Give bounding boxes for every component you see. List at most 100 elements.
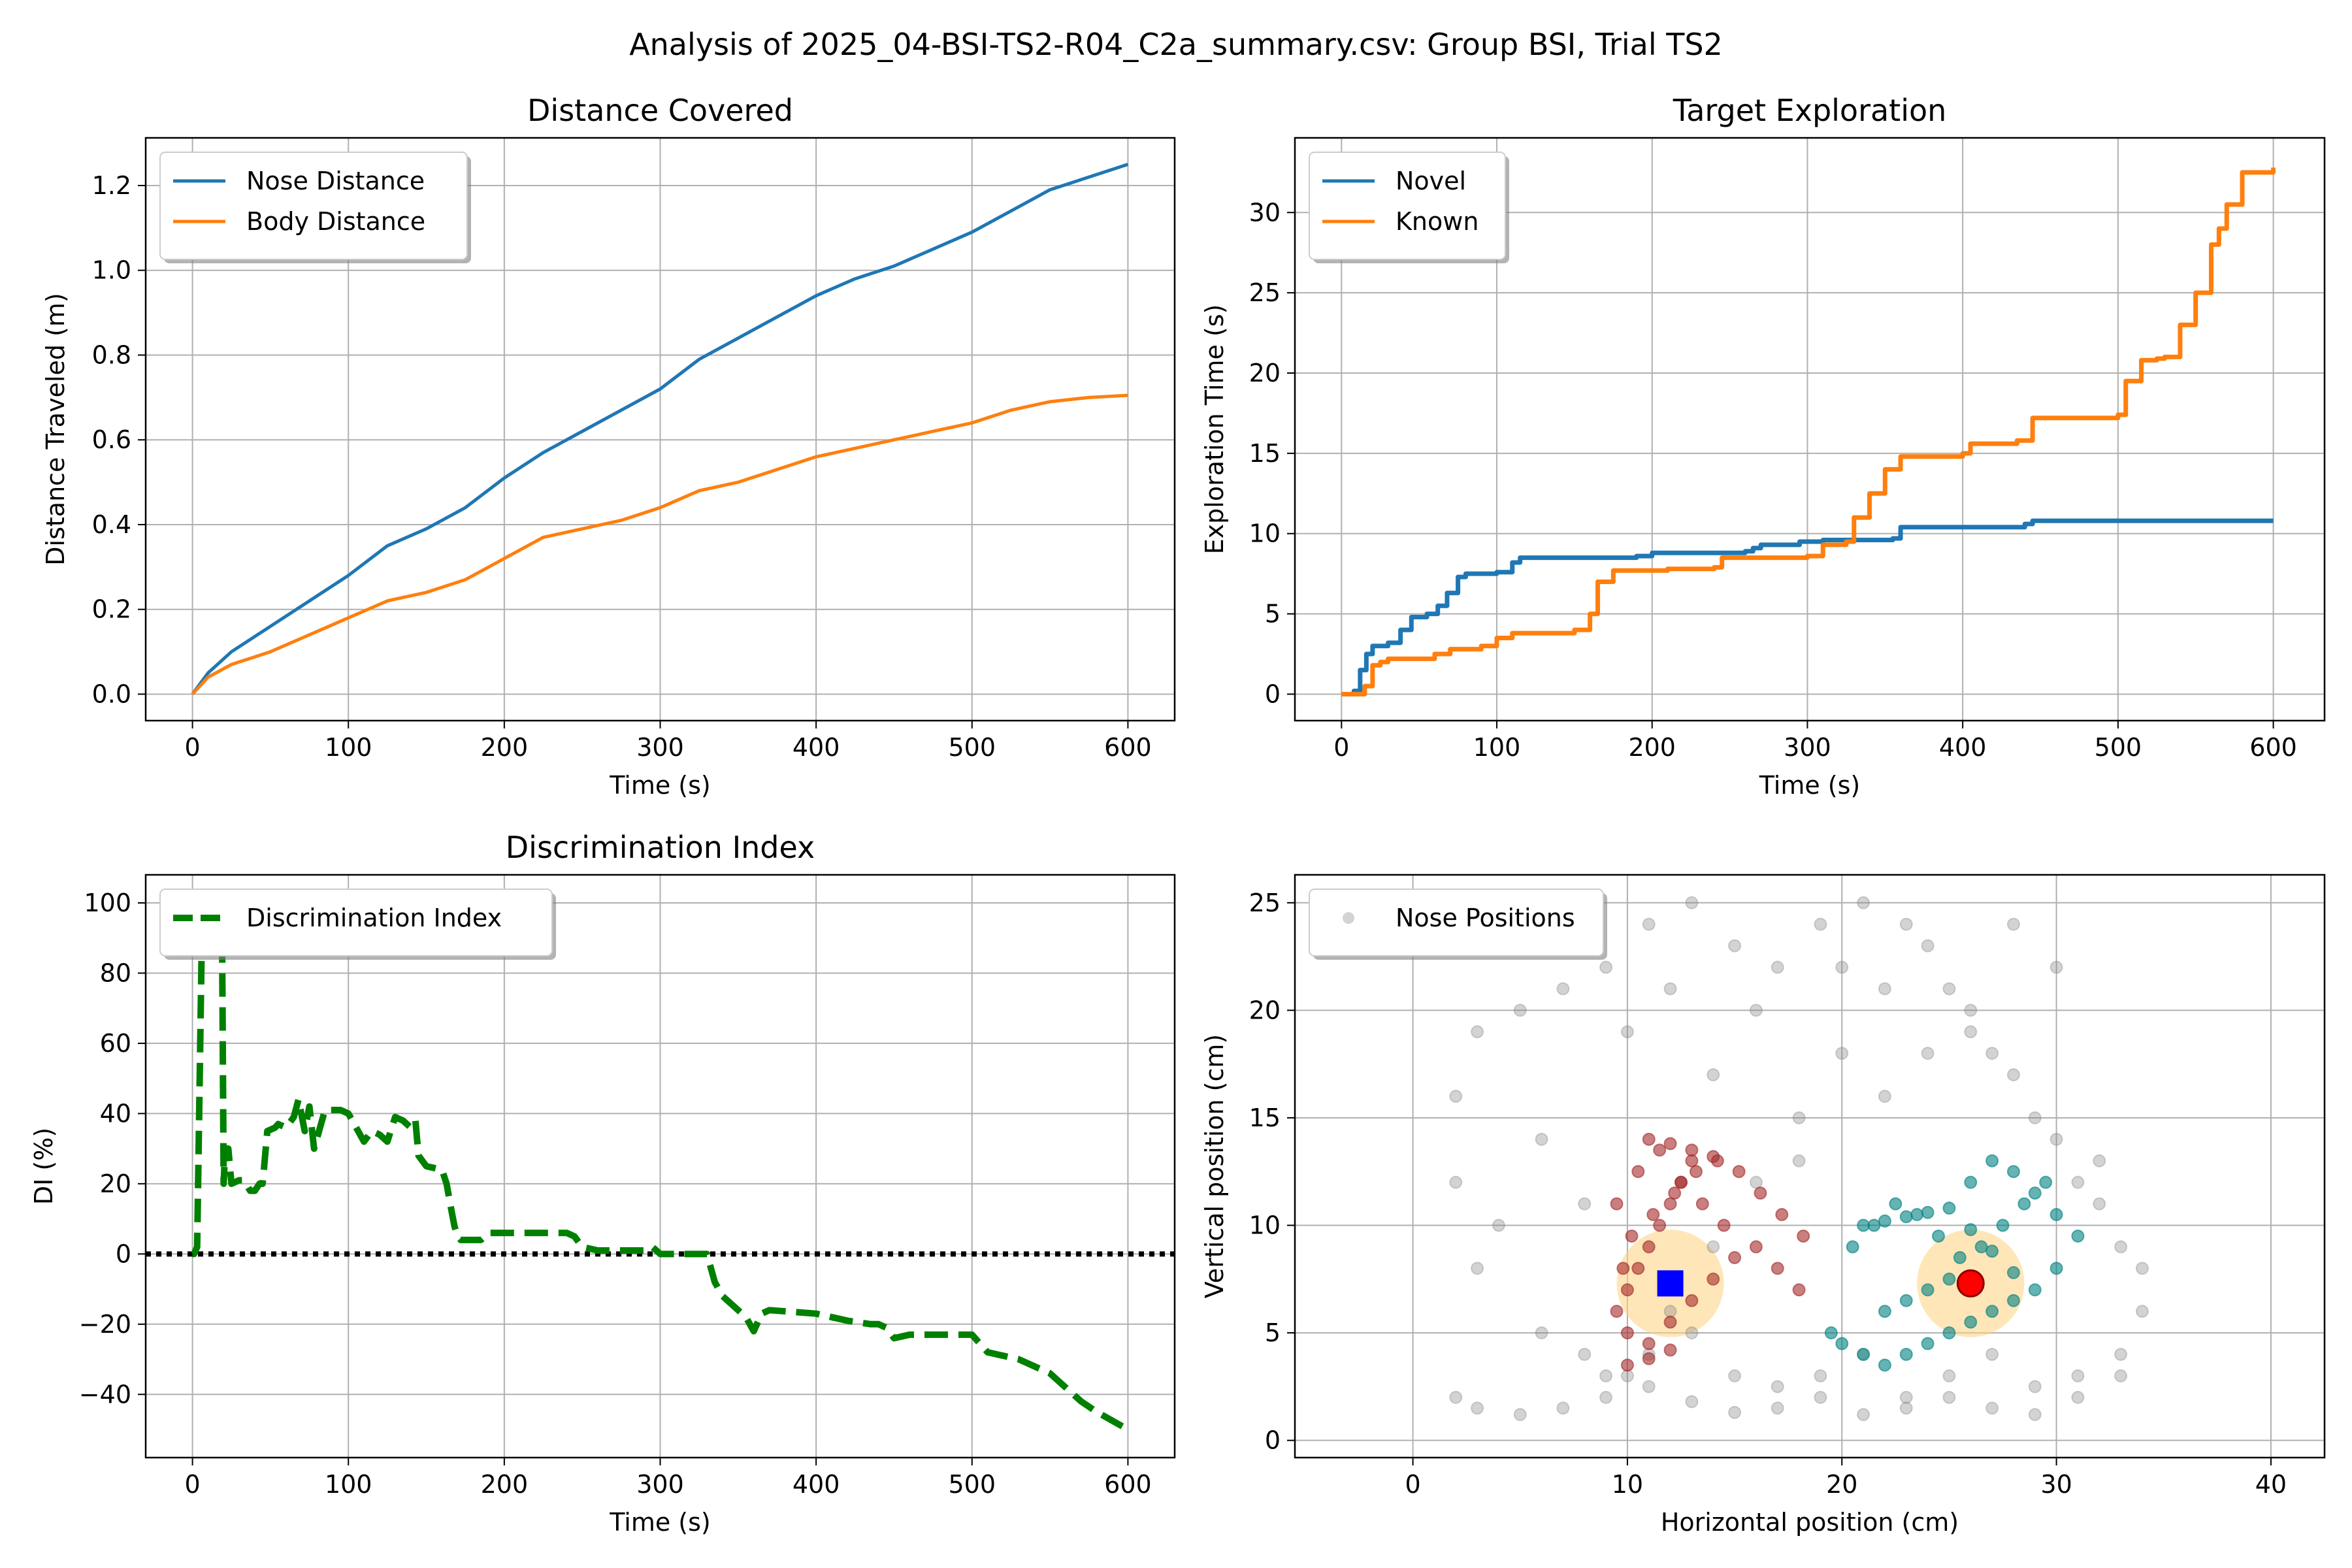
data-point bbox=[1642, 1132, 1656, 1146]
data-point bbox=[2071, 1175, 2085, 1189]
panel-title: Target Exploration bbox=[1673, 93, 1947, 128]
data-point bbox=[2028, 1380, 2042, 1394]
data-point bbox=[1471, 1025, 1484, 1039]
panel-1: 0 100 200 300 400 500 600 0.0 0.2 0.4 0.6 0.8 1.0 1.2… bbox=[41, 93, 1176, 800]
data-point bbox=[2017, 1197, 2031, 1211]
data-point bbox=[1578, 1197, 1592, 1211]
x-tick-label: 100 bbox=[325, 1470, 372, 1499]
data-point bbox=[1996, 1218, 2010, 1232]
data-point bbox=[1610, 1197, 1624, 1211]
data-point bbox=[1889, 1197, 1903, 1211]
x-axis-label: Time (s) bbox=[609, 771, 711, 800]
x-tick-label: 0 bbox=[184, 733, 200, 762]
data-point bbox=[1707, 1240, 1720, 1254]
data-point bbox=[1964, 1315, 1978, 1329]
data-point bbox=[1663, 1197, 1677, 1211]
data-point bbox=[1878, 1214, 1891, 1228]
y-tick-label: −20 bbox=[79, 1310, 131, 1339]
data-point bbox=[2028, 1111, 2042, 1124]
y-tick-label: 0.6 bbox=[92, 425, 131, 454]
y-tick-label: −40 bbox=[79, 1380, 131, 1409]
x-tick-label: 400 bbox=[792, 733, 840, 762]
x-tick-label: 300 bbox=[636, 733, 684, 762]
x-tick-label: 300 bbox=[1784, 733, 1831, 762]
x-tick-label: 100 bbox=[1473, 733, 1521, 762]
data-point bbox=[1775, 1208, 1789, 1222]
data-point bbox=[1846, 1240, 1859, 1254]
data-point bbox=[1899, 1390, 1913, 1404]
plot-area bbox=[146, 934, 1175, 1433]
data-point bbox=[1814, 1369, 1827, 1382]
data-point bbox=[1921, 1205, 1935, 1219]
data-point bbox=[1942, 1201, 1956, 1215]
data-point bbox=[1599, 960, 1613, 974]
data-point bbox=[1616, 1262, 1630, 1275]
y-tick-label: 5 bbox=[1265, 1318, 1281, 1347]
data-point bbox=[1663, 982, 1677, 996]
y-axis-label: Vertical position (cm) bbox=[1200, 1034, 1229, 1298]
data-point bbox=[2135, 1305, 2149, 1318]
data-point bbox=[1985, 1305, 1999, 1318]
y-tick-label: 1.0 bbox=[92, 256, 131, 285]
data-point bbox=[1653, 1218, 1667, 1232]
data-point bbox=[1642, 1240, 1656, 1254]
data-point bbox=[1449, 1090, 1463, 1103]
data-point bbox=[1449, 1390, 1463, 1404]
data-point bbox=[1749, 1004, 1763, 1017]
legend-label: Body Distance bbox=[246, 207, 425, 236]
plot-area bbox=[1449, 896, 2149, 1422]
x-tick-label: 400 bbox=[792, 1470, 840, 1499]
data-point bbox=[2114, 1348, 2128, 1362]
legend: Nose Positions bbox=[1309, 889, 1607, 960]
data-point bbox=[1513, 1004, 1527, 1017]
data-point bbox=[2050, 960, 2063, 974]
data-point bbox=[2039, 1175, 2053, 1189]
data-point bbox=[1728, 1405, 1742, 1419]
data-point bbox=[1642, 1337, 1656, 1350]
series-line bbox=[191, 163, 1129, 695]
data-point bbox=[1707, 1272, 1720, 1286]
data-point bbox=[1689, 1165, 1703, 1179]
y-tick-label: 0 bbox=[1265, 679, 1281, 708]
legend-box bbox=[1309, 889, 1604, 956]
data-point bbox=[1710, 1154, 1724, 1168]
data-point bbox=[1625, 1229, 1639, 1243]
data-point bbox=[1620, 1369, 1634, 1382]
data-point bbox=[1942, 1326, 1956, 1340]
y-tick-label: 10 bbox=[1249, 1211, 1281, 1240]
data-point bbox=[1878, 1090, 1891, 1103]
y-tick-label: 0.8 bbox=[92, 340, 131, 369]
x-tick-label: 20 bbox=[1826, 1470, 1857, 1499]
axes-frame bbox=[1294, 137, 2326, 722]
y-tick-label: 10 bbox=[1249, 519, 1281, 548]
series-line bbox=[1341, 167, 2276, 696]
data-point bbox=[1449, 1175, 1463, 1189]
data-point bbox=[1985, 1348, 1999, 1362]
data-point bbox=[1771, 960, 1784, 974]
y-tick-label: 0 bbox=[1265, 1426, 1281, 1455]
plot-area bbox=[1341, 167, 2276, 696]
data-point bbox=[1985, 1245, 1999, 1258]
y-tick-label: 20 bbox=[100, 1169, 131, 1198]
data-point bbox=[1878, 982, 1891, 996]
x-tick-label: 600 bbox=[1104, 733, 1152, 762]
data-point bbox=[1707, 1068, 1720, 1082]
data-point bbox=[1921, 1337, 1935, 1350]
legend-marker bbox=[1343, 912, 1354, 924]
data-point bbox=[1749, 1175, 1763, 1189]
x-tick-label: 400 bbox=[1939, 733, 1987, 762]
data-point bbox=[1953, 1250, 1967, 1264]
y-tick-label: 25 bbox=[1249, 278, 1281, 307]
data-point bbox=[1631, 1262, 1645, 1275]
data-point bbox=[2028, 1186, 2042, 1200]
x-tick-label: 200 bbox=[481, 733, 529, 762]
x-tick-label: 40 bbox=[2255, 1470, 2287, 1499]
x-tick-label: 100 bbox=[325, 733, 372, 762]
y-tick-label: 5 bbox=[1265, 600, 1281, 629]
data-point bbox=[1646, 1208, 1660, 1222]
y-tick-label: 1.2 bbox=[92, 171, 131, 200]
plot-area bbox=[191, 163, 1129, 696]
data-point bbox=[1728, 1369, 1742, 1382]
x-tick-label: 300 bbox=[636, 1470, 684, 1499]
panel-title: Distance Covered bbox=[527, 93, 793, 128]
